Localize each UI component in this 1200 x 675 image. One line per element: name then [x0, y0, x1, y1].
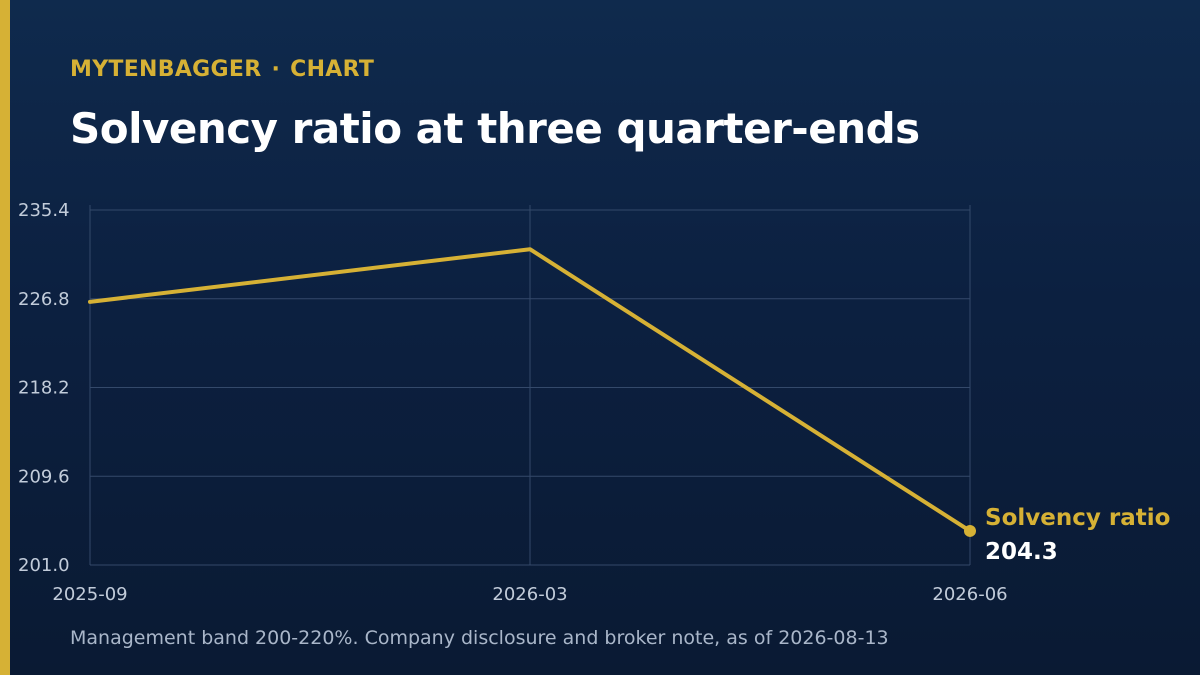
axes: 235.4 226.8 218.2 209.6 201.0 2025-09 2026-03 2…	[18, 200, 1008, 605]
x-tick-label: 2026-03	[492, 584, 567, 605]
y-tick-label: 235.4	[18, 200, 70, 221]
y-tick-label: 209.6	[18, 466, 70, 487]
series-line-solvency-ratio	[88, 247, 972, 533]
end-value-label: 204.3	[985, 539, 1058, 565]
labels: Solvency ratio 204.3	[985, 505, 1170, 565]
grid	[89, 205, 971, 566]
series	[88, 247, 976, 537]
brand-name: MYTENBAGGER	[70, 57, 262, 82]
kicker-separator: ·	[271, 57, 281, 82]
accent-bar	[0, 0, 10, 675]
y-tick-label: 218.2	[18, 378, 70, 399]
y-tick-label: 201.0	[18, 555, 70, 576]
series-name-label: Solvency ratio	[985, 505, 1170, 531]
section-label: CHART	[290, 57, 375, 82]
chart-footnote: Management band 200-220%. Company disclo…	[70, 627, 889, 649]
y-tick-label: 226.8	[18, 289, 70, 310]
x-tick-label: 2026-06	[932, 584, 1007, 605]
chart-title: Solvency ratio at three quarter-ends	[70, 104, 920, 153]
chart-kicker: MYTENBAGGER · CHART	[70, 57, 374, 82]
end-point-marker	[964, 524, 976, 537]
x-tick-label: 2025-09	[52, 584, 127, 605]
